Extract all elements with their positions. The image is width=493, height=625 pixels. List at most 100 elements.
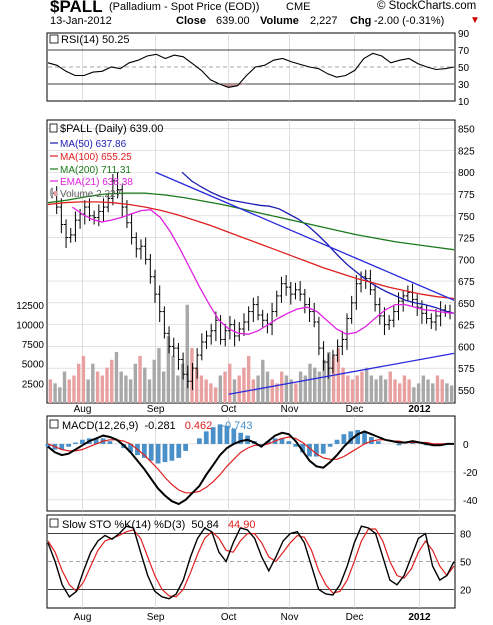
price-legend: $PALL (Daily) 639.00 MA(50) 637.86 MA(10… [49,123,163,200]
macd-histogram-bar [238,432,244,444]
volume-bar [416,383,421,403]
volume-bar [317,371,322,403]
volume-label: Volume [260,15,299,27]
rsi-tick-label: 50 [458,63,470,74]
volume-bar [213,387,218,403]
volume-bar [346,375,350,403]
macd-histogram-bar [314,443,319,457]
volume-bar [218,375,223,403]
price-tick-label: 600 [458,342,475,353]
legend-ma100: MA(100) 655.25 [60,152,132,163]
volume-tick-label: 2500 [22,379,45,390]
macd-tick-label: -20 [463,468,478,479]
macd-value: -0.281 [144,420,175,432]
volume-bar [180,363,185,403]
price-tick-label: 725 [458,234,475,245]
volume-bar [105,367,109,403]
volume-bar [275,383,279,403]
volume-bar [86,379,90,403]
macd-histogram-bar [203,431,209,444]
macd-hist-value: -0.743 [221,420,252,432]
volume-bar [95,371,100,403]
rsi-tick-label: 30 [458,80,470,91]
volume-bar [251,379,256,403]
macd-histogram-bar [197,438,202,444]
sto-tick-label: 20 [460,585,472,596]
volume-bar [228,363,232,403]
rsi-legend: RSI(14) 50.25 [49,34,129,46]
volume-bar [152,359,156,403]
close-value: 639.00 [216,15,250,27]
macd-histogram-bar [141,443,147,458]
volume-bar [331,355,336,403]
volume-bar [308,363,312,403]
macd-histogram-bar [300,443,305,453]
volume-bar [298,371,303,403]
chg-label: Chg [350,15,372,27]
volume-bar [100,375,104,403]
month-tick-label: Dec [346,612,364,623]
price-tick-label: 650 [458,299,475,310]
volume-bar [421,375,426,403]
volume-bar [261,359,265,403]
sto-k-line [47,525,455,600]
volume-bar [341,367,345,403]
volume-bar [110,359,114,403]
macd-histogram-bar [396,443,402,446]
volume-bar [402,375,407,403]
volume-bar [147,379,152,403]
volume-bar [445,383,449,403]
svg-text:MACD(12,26,9) -0.281: MACD(12,26,9) -0.281 0.462 -0.743 [62,420,253,432]
volume-bar [157,348,161,403]
volume-bar [72,375,76,403]
price-tick-label: 750 [458,212,475,223]
macd-histogram-bar [224,425,230,444]
macd-histogram-bar [176,443,182,458]
month-tick-label: Dec [346,404,364,415]
rsi-tick-label: 10 [458,97,470,108]
macd-histogram-bar [348,431,354,444]
macd-histogram-bar [73,442,78,444]
macd-histogram-bar [80,439,85,444]
volume-bar [166,336,171,403]
volume-bar [91,363,95,403]
legend-ma50: MA(50) 637.86 [60,139,127,150]
volume-bar [53,383,57,403]
macd-histogram-bar [293,443,299,447]
volume-bar [369,375,374,403]
price-tick-label: 675 [458,277,475,288]
macd-tick-label: -40 [463,496,478,507]
price-tick-label: 550 [458,386,475,397]
volume-bar [199,375,204,403]
volume-bar [388,371,392,403]
volume-bar [242,367,246,403]
volume-bar [195,367,199,403]
macd-histogram-bar [231,428,237,444]
volume-bar [176,375,180,403]
close-label: Close [176,15,206,27]
price-title: $PALL (Daily) 639.00 [60,123,163,135]
volume-bar [303,375,307,403]
macd-histogram-bar [369,436,374,444]
stochastic-layer [47,525,455,600]
volume-bar [440,379,444,403]
price-tick-label: 850 [458,125,475,136]
macd-label: MACD(12,26,9) [62,420,138,432]
chg-value: -2.00 (-0.31%) [374,15,445,27]
macd-histogram-bar [258,443,264,446]
sto-d-value: 44.90 [228,519,256,531]
volume-tick-label: 7500 [22,340,45,351]
volume-bar [209,383,213,403]
volume-bar [313,367,317,403]
exchange-label: CME [286,1,311,13]
month-tick-label: Sep [147,404,165,415]
volume-tick-label: 12500 [16,301,44,312]
rsi-tick-label: 70 [458,46,470,57]
volume-bar [124,375,128,403]
volume-bar [237,375,241,403]
sto-tick-label: 80 [460,530,472,541]
macd-histogram-bar [410,442,416,444]
price-tick-label: 775 [458,190,475,201]
resistance-trendline [155,171,455,301]
